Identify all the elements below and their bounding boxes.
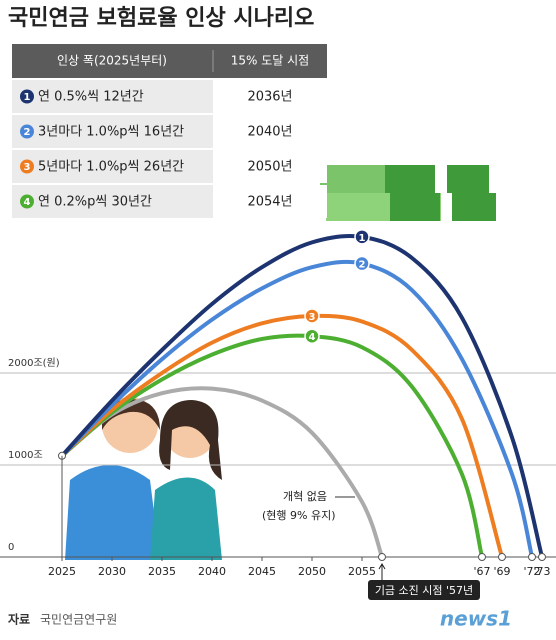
table-cell: 2040년	[247, 125, 292, 140]
table: 인상 폭(2025년부터) 15% 도달 시점	[12, 44, 327, 78]
series-marker-label: 2	[359, 260, 366, 271]
end-point	[538, 553, 546, 561]
y-tick-label: 2000조(원)	[8, 357, 60, 369]
annotation: (현행 9% 유지)	[262, 509, 336, 522]
header-cell: 15% 도달 시점	[231, 54, 309, 68]
row-bg	[213, 150, 327, 183]
row-marker	[20, 194, 34, 209]
row-bg	[213, 80, 327, 113]
series-marker	[354, 255, 370, 272]
x-tick-label: '73	[533, 565, 550, 578]
end-point	[478, 553, 486, 561]
table-cell: 2050년	[247, 160, 292, 175]
row-marker-label: 4	[24, 197, 31, 208]
table-cell: 2054년	[247, 195, 292, 210]
series-marker	[304, 308, 320, 324]
source-label: 자료	[8, 612, 30, 627]
x-tick-label: 2050	[298, 565, 326, 578]
end-point	[378, 553, 386, 561]
x-tick-label: '67	[473, 565, 490, 578]
row-marker	[20, 159, 34, 174]
table-cell: 연 0.2%p씩 30년간	[38, 195, 152, 210]
table-cell: 5년마다 1.0%p씩 26년간	[38, 160, 184, 175]
line	[60, 333, 484, 558]
row-bg	[213, 115, 327, 148]
series-marker	[354, 229, 370, 245]
row-marker	[20, 124, 34, 139]
series-marker-label: 1	[359, 233, 366, 244]
table-cell: 2036년	[247, 90, 292, 105]
row-marker-label: 2	[24, 127, 31, 138]
x-tick-label: '69	[493, 565, 510, 578]
money-stacks	[320, 165, 496, 221]
row-marker-label: 3	[24, 162, 31, 173]
x-tick-label: 2045	[248, 565, 276, 578]
table-cell: 3년마다 1.0%p씩 16년간	[38, 125, 184, 140]
arrow	[378, 563, 386, 580]
series-marker-label: 4	[309, 332, 316, 343]
header-cell: 인상 폭(2025년부터)	[57, 54, 167, 68]
people-illustration	[65, 397, 222, 560]
x-tick-label: 2030	[98, 565, 126, 578]
line	[60, 259, 534, 558]
end-point	[498, 553, 506, 561]
y-tick-label: 0	[8, 542, 14, 553]
x-tick-label: 2035	[148, 565, 176, 578]
title: 국민연금 보험료율 인상 시나리오	[8, 5, 314, 31]
x-tick-label: 2055	[348, 565, 376, 578]
end-point	[528, 553, 536, 561]
row-marker	[20, 89, 34, 104]
row-bg	[12, 115, 213, 148]
x-tick-label: 2025	[48, 565, 76, 578]
row-bg	[12, 150, 213, 183]
y-tick-label: 1000조	[8, 450, 43, 461]
annotation: 기금 소진 시점 '57년	[375, 584, 473, 597]
series-marker	[304, 328, 320, 344]
row-bg	[12, 80, 213, 113]
row-bg	[213, 185, 327, 218]
row-bg	[12, 185, 213, 218]
logo: news1	[440, 607, 512, 631]
table-header	[12, 44, 327, 78]
row-marker-label: 1	[24, 92, 31, 103]
table-cell: 연 0.5%씩 12년간	[38, 90, 144, 105]
x-tick-label: '72	[523, 565, 540, 578]
series-marker-label: 3	[309, 312, 316, 323]
source-text: 국민연금연구원	[40, 613, 117, 627]
line	[60, 233, 544, 558]
series-label: 개혁 없음	[283, 490, 327, 503]
annotation-box	[368, 580, 480, 600]
x-tick-label: 2040	[198, 565, 226, 578]
